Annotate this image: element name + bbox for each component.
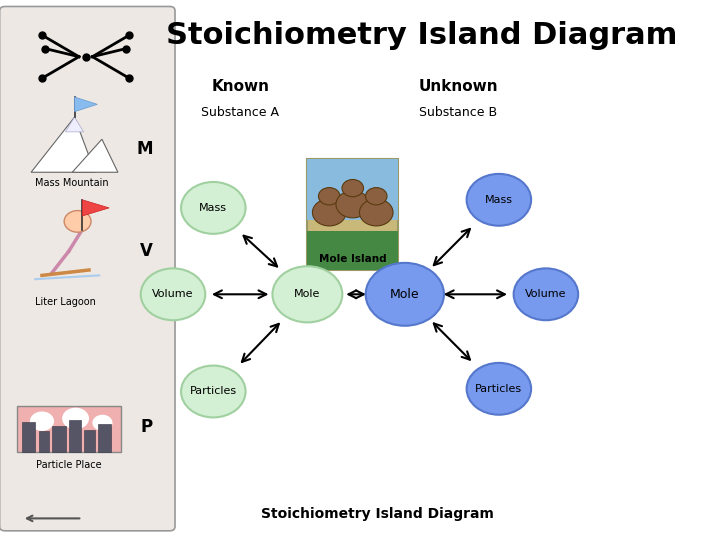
Text: Mole: Mole — [294, 289, 320, 299]
Circle shape — [62, 408, 89, 429]
Polygon shape — [66, 117, 84, 132]
Polygon shape — [307, 159, 398, 270]
Circle shape — [30, 411, 54, 431]
Text: V: V — [140, 242, 153, 260]
Circle shape — [92, 415, 112, 431]
Polygon shape — [84, 430, 95, 452]
Circle shape — [140, 268, 205, 320]
Circle shape — [513, 268, 578, 320]
Polygon shape — [72, 139, 118, 172]
Circle shape — [467, 363, 531, 415]
Polygon shape — [82, 200, 109, 216]
FancyBboxPatch shape — [17, 406, 121, 453]
Circle shape — [272, 266, 342, 322]
Circle shape — [359, 199, 393, 226]
Polygon shape — [31, 117, 95, 172]
Text: Volume: Volume — [152, 289, 194, 299]
Text: Stoichiometry Island Diagram: Stoichiometry Island Diagram — [166, 21, 678, 50]
Circle shape — [318, 187, 340, 205]
Polygon shape — [98, 424, 111, 452]
Circle shape — [181, 182, 246, 234]
Polygon shape — [39, 431, 50, 452]
Text: Mass Mountain: Mass Mountain — [35, 178, 109, 188]
Circle shape — [181, 366, 246, 417]
Polygon shape — [307, 231, 398, 270]
Circle shape — [467, 174, 531, 226]
Circle shape — [366, 263, 444, 326]
Polygon shape — [52, 426, 66, 452]
FancyBboxPatch shape — [0, 6, 175, 531]
Text: Mass: Mass — [485, 195, 513, 205]
Text: Substance A: Substance A — [201, 106, 279, 119]
Text: Particles: Particles — [190, 387, 237, 396]
Text: Stoichiometry Island Diagram: Stoichiometry Island Diagram — [261, 507, 495, 521]
Text: Known: Known — [211, 79, 269, 94]
Text: Volume: Volume — [525, 289, 567, 299]
Polygon shape — [74, 97, 97, 112]
Text: Particles: Particles — [475, 384, 523, 394]
Text: Mole: Mole — [390, 288, 420, 301]
Text: Liter Lagoon: Liter Lagoon — [35, 297, 96, 307]
Circle shape — [64, 211, 91, 232]
Text: Unknown: Unknown — [419, 79, 498, 94]
Polygon shape — [69, 420, 81, 452]
Text: Mass: Mass — [199, 203, 228, 213]
Circle shape — [342, 179, 364, 197]
Text: Particle Place: Particle Place — [36, 460, 102, 470]
Polygon shape — [307, 159, 398, 220]
Circle shape — [366, 187, 387, 205]
Polygon shape — [22, 422, 35, 452]
Text: Substance B: Substance B — [420, 106, 498, 119]
Circle shape — [312, 199, 346, 226]
Text: M: M — [136, 139, 153, 158]
Text: Mole Island: Mole Island — [319, 253, 387, 264]
Circle shape — [336, 191, 369, 218]
Text: P: P — [140, 417, 153, 436]
